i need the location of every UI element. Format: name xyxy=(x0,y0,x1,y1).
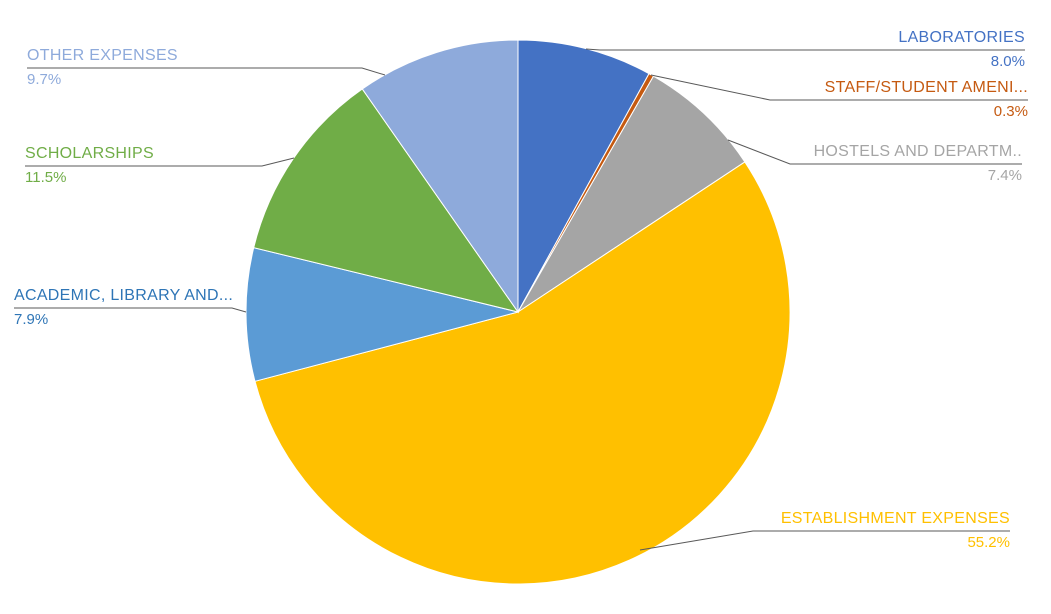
slice-label: LABORATORIES xyxy=(898,29,1025,46)
pie-slice-hostels_departments xyxy=(517,75,746,313)
pie-label-establishment-expenses: ESTABLISHMENT EXPENSES 55.2% xyxy=(781,509,1010,551)
pie-slices-group xyxy=(245,39,791,585)
pie-slice-establishment_expenses xyxy=(254,161,791,585)
leader-line-academic_library xyxy=(14,307,247,313)
leader-line-establishment_expenses xyxy=(639,530,1010,551)
slice-label: ESTABLISHMENT EXPENSES xyxy=(780,510,1010,527)
leader-line-laboratories xyxy=(585,48,1025,51)
leader-line-hostels_departments xyxy=(727,139,1022,165)
slice-label: SCHOLARSHIPS xyxy=(25,145,154,162)
pie-label-other-expenses: OTHER EXPENSES 9.7% xyxy=(27,46,178,88)
pie-label-staff-student-amenities: STAFF/STUDENT AMENI... 0.3% xyxy=(825,78,1028,120)
slice-percent: 7.4% xyxy=(987,167,1022,184)
leader-line-scholarships xyxy=(25,157,295,167)
slice-percent: 55.2% xyxy=(967,534,1010,551)
pie-slice-other_expenses xyxy=(361,39,519,314)
slice-percent: 7.9% xyxy=(14,311,49,328)
slice-label: STAFF/STUDENT AMENI... xyxy=(824,79,1028,96)
slice-label: HOSTELS AND DEPARTM.. xyxy=(813,143,1022,160)
slice-percent: 11.5% xyxy=(25,169,67,186)
leader-line-staff_student_amenities xyxy=(650,74,1028,101)
pie-slice-laboratories xyxy=(517,39,650,313)
slice-label: ACADEMIC, LIBRARY AND... xyxy=(14,287,234,304)
pie-label-hostels-departments: HOSTELS AND DEPARTM.. 7.4% xyxy=(814,142,1022,184)
pie-label-scholarships: SCHOLARSHIPS 11.5% xyxy=(25,144,154,186)
leader-lines-group xyxy=(14,48,1028,551)
slice-percent: 0.3% xyxy=(993,103,1028,120)
slice-label: OTHER EXPENSES xyxy=(27,47,178,64)
slice-percent: 9.7% xyxy=(27,71,62,88)
pie-slice-academic_library xyxy=(245,247,519,382)
pie-label-laboratories: LABORATORIES 8.0% xyxy=(898,28,1025,70)
leader-line-other_expenses xyxy=(27,67,386,76)
slice-percent: 8.0% xyxy=(990,53,1025,70)
pie-label-academic-library: ACADEMIC, LIBRARY AND... 7.9% xyxy=(14,286,233,328)
